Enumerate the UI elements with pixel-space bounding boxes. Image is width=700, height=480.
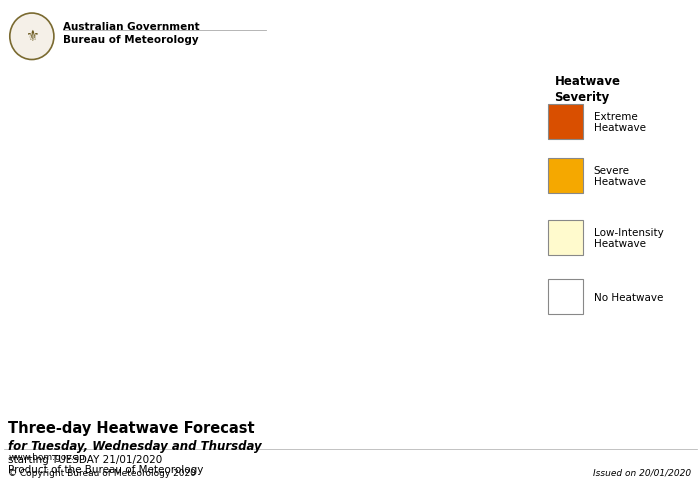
Text: Issued on 20/01/2020: Issued on 20/01/2020: [594, 468, 692, 477]
Text: Product of the Bureau of Meteorology: Product of the Bureau of Meteorology: [8, 464, 204, 474]
Bar: [548, 158, 582, 193]
Bar: [548, 279, 582, 314]
Text: for Tuesday, Wednesday and Thursday: for Tuesday, Wednesday and Thursday: [8, 439, 262, 452]
Bar: [548, 220, 582, 255]
Text: © Copyright Bureau of Meteorology 2020: © Copyright Bureau of Meteorology 2020: [8, 468, 196, 477]
Text: ⚜: ⚜: [25, 29, 38, 44]
Bar: [548, 105, 582, 140]
Text: Severe
Heatwave: Severe Heatwave: [594, 165, 646, 187]
Text: Three-day Heatwave Forecast: Three-day Heatwave Forecast: [8, 420, 255, 435]
Circle shape: [10, 14, 54, 60]
Text: No Heatwave: No Heatwave: [594, 292, 663, 302]
Text: Extreme
Heatwave: Extreme Heatwave: [594, 111, 646, 133]
Text: Low-Intensity
Heatwave: Low-Intensity Heatwave: [594, 227, 664, 249]
Text: Australian Government: Australian Government: [63, 22, 199, 32]
Text: www.bom.gov.au: www.bom.gov.au: [8, 452, 85, 461]
Text: Heatwave
Severity: Heatwave Severity: [554, 75, 620, 104]
Text: starting TUESDAY 21/01/2020: starting TUESDAY 21/01/2020: [8, 454, 162, 464]
Text: Bureau of Meteorology: Bureau of Meteorology: [63, 35, 199, 45]
